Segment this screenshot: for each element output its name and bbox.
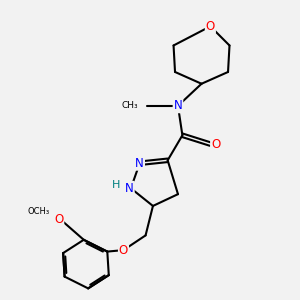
Text: O: O (54, 213, 63, 226)
Text: N: N (135, 157, 144, 170)
Text: O: O (211, 138, 220, 151)
Text: H: H (112, 180, 120, 190)
Text: N: N (174, 99, 182, 112)
Text: O: O (119, 244, 128, 256)
Text: CH₃: CH₃ (122, 101, 138, 110)
Text: N: N (125, 182, 134, 195)
Text: OCH₃: OCH₃ (27, 207, 49, 216)
Text: O: O (206, 20, 215, 33)
